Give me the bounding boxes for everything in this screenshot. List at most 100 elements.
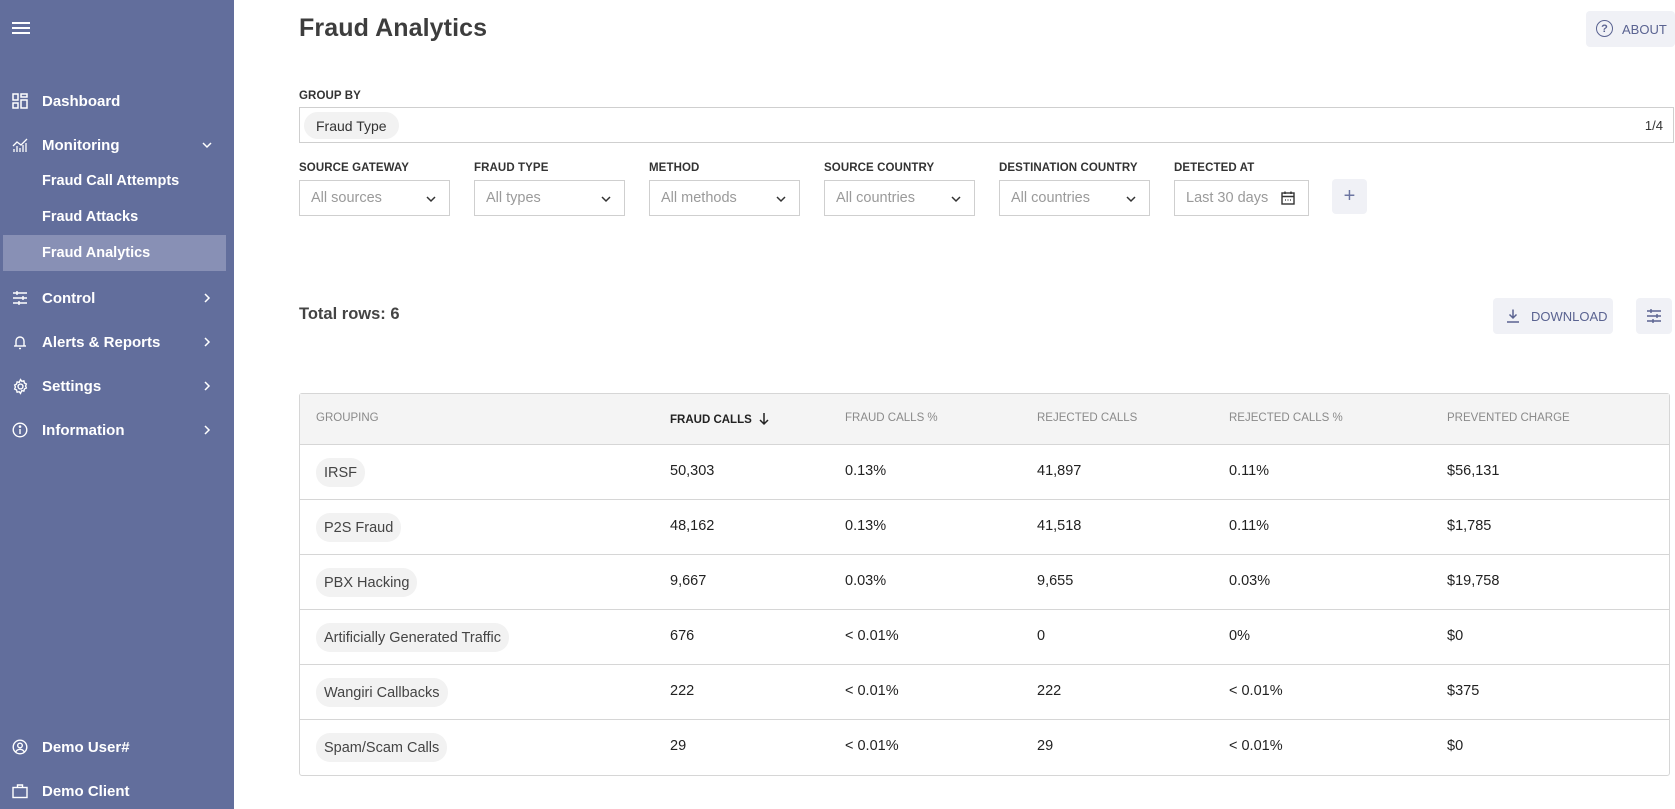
sort-descending-icon	[759, 413, 769, 426]
detected-at-date-picker[interactable]: Last 30 days	[1174, 180, 1309, 216]
grouping-chip: PBX Hacking	[316, 568, 418, 597]
chevron-down-icon	[951, 196, 961, 203]
sidebar-item-label: Monitoring	[42, 136, 120, 154]
sidebar-item-label: Fraud Analytics	[42, 245, 151, 261]
chevron-down-icon	[1126, 196, 1136, 203]
sidebar-item-fraud-analytics[interactable]: Fraud Analytics	[3, 235, 226, 271]
group-by-chip[interactable]: Fraud Type	[304, 112, 399, 139]
prevented-charge-cell: $56,131	[1447, 463, 1500, 479]
analytics-table: GROUPING FRAUD CALLS FRAUD CALLS % REJEC…	[299, 393, 1670, 776]
prevented-charge-cell: $375	[1447, 683, 1480, 699]
rejected-calls-cell: 41,897	[1037, 463, 1082, 479]
grouping-cell: Wangiri Callbacks	[316, 678, 448, 707]
sidebar-item-settings[interactable]: Settings	[0, 368, 234, 404]
download-icon	[1507, 309, 1519, 323]
rejected-calls-pct-cell: 0.03%	[1229, 573, 1271, 589]
grouping-cell: PBX Hacking	[316, 568, 418, 597]
column-settings-button[interactable]	[1636, 298, 1672, 334]
source-gateway-select[interactable]: All sources	[299, 180, 450, 216]
grouping-chip: Artificially Generated Traffic	[316, 623, 510, 652]
sidebar-item-fraud-attacks[interactable]: Fraud Attacks	[0, 199, 234, 235]
chevron-right-icon	[204, 293, 211, 303]
filter-label: DESTINATION COUNTRY	[999, 162, 1138, 174]
sidebar-item-label: Control	[42, 289, 96, 307]
add-filter-button[interactable]: +	[1332, 179, 1367, 214]
total-rows-count: Total rows: 6	[299, 305, 400, 323]
sidebar-item-label: Fraud Attacks	[42, 209, 139, 225]
filter-label: SOURCE COUNTRY	[824, 162, 935, 174]
fraud-type-select[interactable]: All types	[474, 180, 625, 216]
column-header-rejected-calls[interactable]: REJECTED CALLS	[1037, 412, 1138, 424]
rejected-calls-pct-cell: < 0.01%	[1229, 683, 1283, 699]
fraud-calls-cell: 222	[670, 683, 695, 699]
grouping-cell: P2S Fraud	[316, 513, 402, 542]
grouping-chip: Spam/Scam Calls	[316, 733, 448, 762]
column-header-fraud-calls[interactable]: FRAUD CALLS	[670, 412, 770, 426]
fraud-calls-pct-cell: < 0.01%	[845, 628, 899, 644]
table-row: IRSF 50,303 0.13% 41,897 0.11% $56,131	[300, 445, 1669, 500]
sidebar-item-monitoring[interactable]: Monitoring	[0, 127, 234, 163]
column-header-label: FRAUD CALLS	[670, 414, 752, 426]
column-header-grouping[interactable]: GROUPING	[316, 412, 379, 424]
column-header-fraud-calls-pct[interactable]: FRAUD CALLS %	[845, 412, 938, 424]
sidebar: Dashboard Monitoring Fraud Call Attempts…	[0, 0, 234, 809]
fraud-calls-pct-cell: < 0.01%	[845, 683, 899, 699]
sidebar-item-label: Dashboard	[42, 92, 121, 110]
select-placeholder: Last 30 days	[1186, 190, 1269, 206]
sidebar-user[interactable]: Demo User#	[0, 729, 234, 765]
fraud-calls-cell: 29	[670, 738, 687, 754]
rejected-calls-pct-cell: 0.11%	[1229, 518, 1270, 534]
chevron-right-icon	[204, 381, 211, 391]
about-button-label: ABOUT	[1622, 22, 1667, 37]
prevented-charge-cell: $19,758	[1447, 573, 1500, 589]
group-by-count: 1/4	[1644, 118, 1663, 133]
sidebar-item-label: Fraud Call Attempts	[42, 173, 180, 189]
table-row: Artificially Generated Traffic 676 < 0.0…	[300, 610, 1669, 665]
fraud-calls-cell: 676	[670, 628, 695, 644]
dashboard-icon	[11, 92, 29, 110]
download-button[interactable]: DOWNLOAD	[1493, 298, 1613, 334]
grouping-cell: Artificially Generated Traffic	[316, 623, 510, 652]
grouping-cell: Spam/Scam Calls	[316, 733, 448, 762]
sidebar-item-fraud-call-attempts[interactable]: Fraud Call Attempts	[0, 163, 234, 199]
rejected-calls-pct-cell: < 0.01%	[1229, 738, 1283, 754]
sidebar-item-information[interactable]: Information	[0, 412, 234, 448]
group-by-label: GROUP BY	[299, 90, 361, 102]
calendar-icon	[1281, 191, 1295, 205]
rejected-calls-cell: 9,655	[1037, 573, 1074, 589]
prevented-charge-cell: $0	[1447, 738, 1464, 754]
filter-label: DETECTED AT	[1174, 162, 1255, 174]
table-row: Spam/Scam Calls 29 < 0.01% 29 < 0.01% $0	[300, 720, 1669, 775]
sidebar-item-dashboard[interactable]: Dashboard	[0, 83, 234, 119]
download-button-label: DOWNLOAD	[1531, 309, 1608, 324]
help-circle-icon: ?	[1596, 20, 1613, 37]
sidebar-item-label: Demo Client	[42, 782, 130, 800]
sidebar-item-control[interactable]: Control	[0, 280, 234, 316]
sidebar-item-alerts-reports[interactable]: Alerts & Reports	[0, 324, 234, 360]
rejected-calls-cell: 29	[1037, 738, 1054, 754]
sidebar-client[interactable]: Demo Client	[0, 773, 234, 809]
grouping-chip: P2S Fraud	[316, 513, 402, 542]
table-row: Wangiri Callbacks 222 < 0.01% 222 < 0.01…	[300, 665, 1669, 720]
chevron-down-icon	[776, 196, 786, 203]
method-select[interactable]: All methods	[649, 180, 800, 216]
prevented-charge-cell: $1,785	[1447, 518, 1492, 534]
source-country-select[interactable]: All countries	[824, 180, 975, 216]
user-circle-icon	[11, 738, 29, 756]
info-icon	[11, 421, 29, 439]
briefcase-icon	[11, 782, 29, 800]
chevron-right-icon	[204, 337, 211, 347]
about-button[interactable]: ? ABOUT	[1586, 11, 1675, 47]
table-row: P2S Fraud 48,162 0.13% 41,518 0.11% $1,7…	[300, 500, 1669, 555]
gear-icon	[11, 377, 29, 395]
fraud-calls-pct-cell: 0.13%	[845, 518, 887, 534]
column-header-rejected-calls-pct[interactable]: REJECTED CALLS %	[1229, 412, 1343, 424]
group-by-input[interactable]: Fraud Type 1/4	[299, 107, 1674, 143]
hamburger-icon[interactable]	[12, 22, 30, 36]
fraud-calls-cell: 48,162	[670, 518, 715, 534]
destination-country-select[interactable]: All countries	[999, 180, 1150, 216]
sidebar-item-label: Settings	[42, 377, 102, 395]
chevron-right-icon	[204, 425, 211, 435]
column-header-prevented-charge[interactable]: PREVENTED CHARGE	[1447, 412, 1570, 424]
fraud-calls-pct-cell: 0.03%	[845, 573, 887, 589]
